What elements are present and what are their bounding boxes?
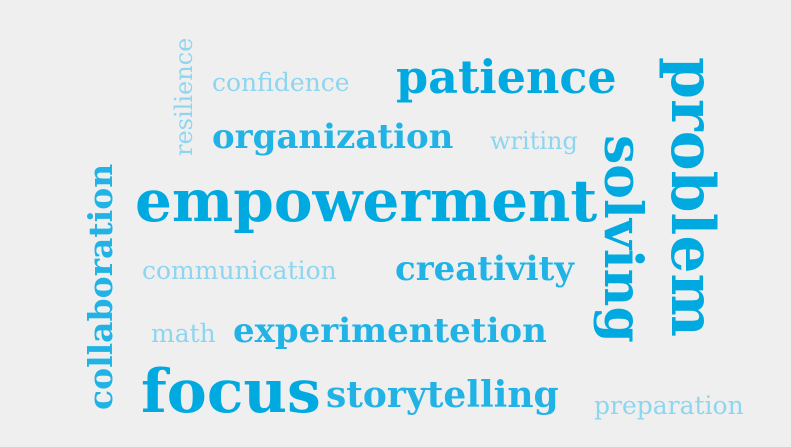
word-organization: organization [212,117,454,157]
word-preparation: preparation [594,391,744,420]
word-patience: patience [396,50,617,104]
word-writing: writing [490,127,578,155]
word-empowerment: empowerment [135,167,598,235]
word-math: math [151,319,216,348]
word-storytelling: storytelling [326,374,559,416]
word-collaboration: collaboration [81,163,120,410]
word-creativity: creativity [395,249,575,289]
word-solving: solving [592,135,653,343]
word-problem: problem [657,57,727,337]
word-experimentetion: experimentetion [233,311,547,351]
word-confidence: confidence [212,68,350,97]
word-resilience: resilience [170,37,198,156]
word-communication: communication [142,256,337,285]
word-focus: focus [141,357,321,427]
